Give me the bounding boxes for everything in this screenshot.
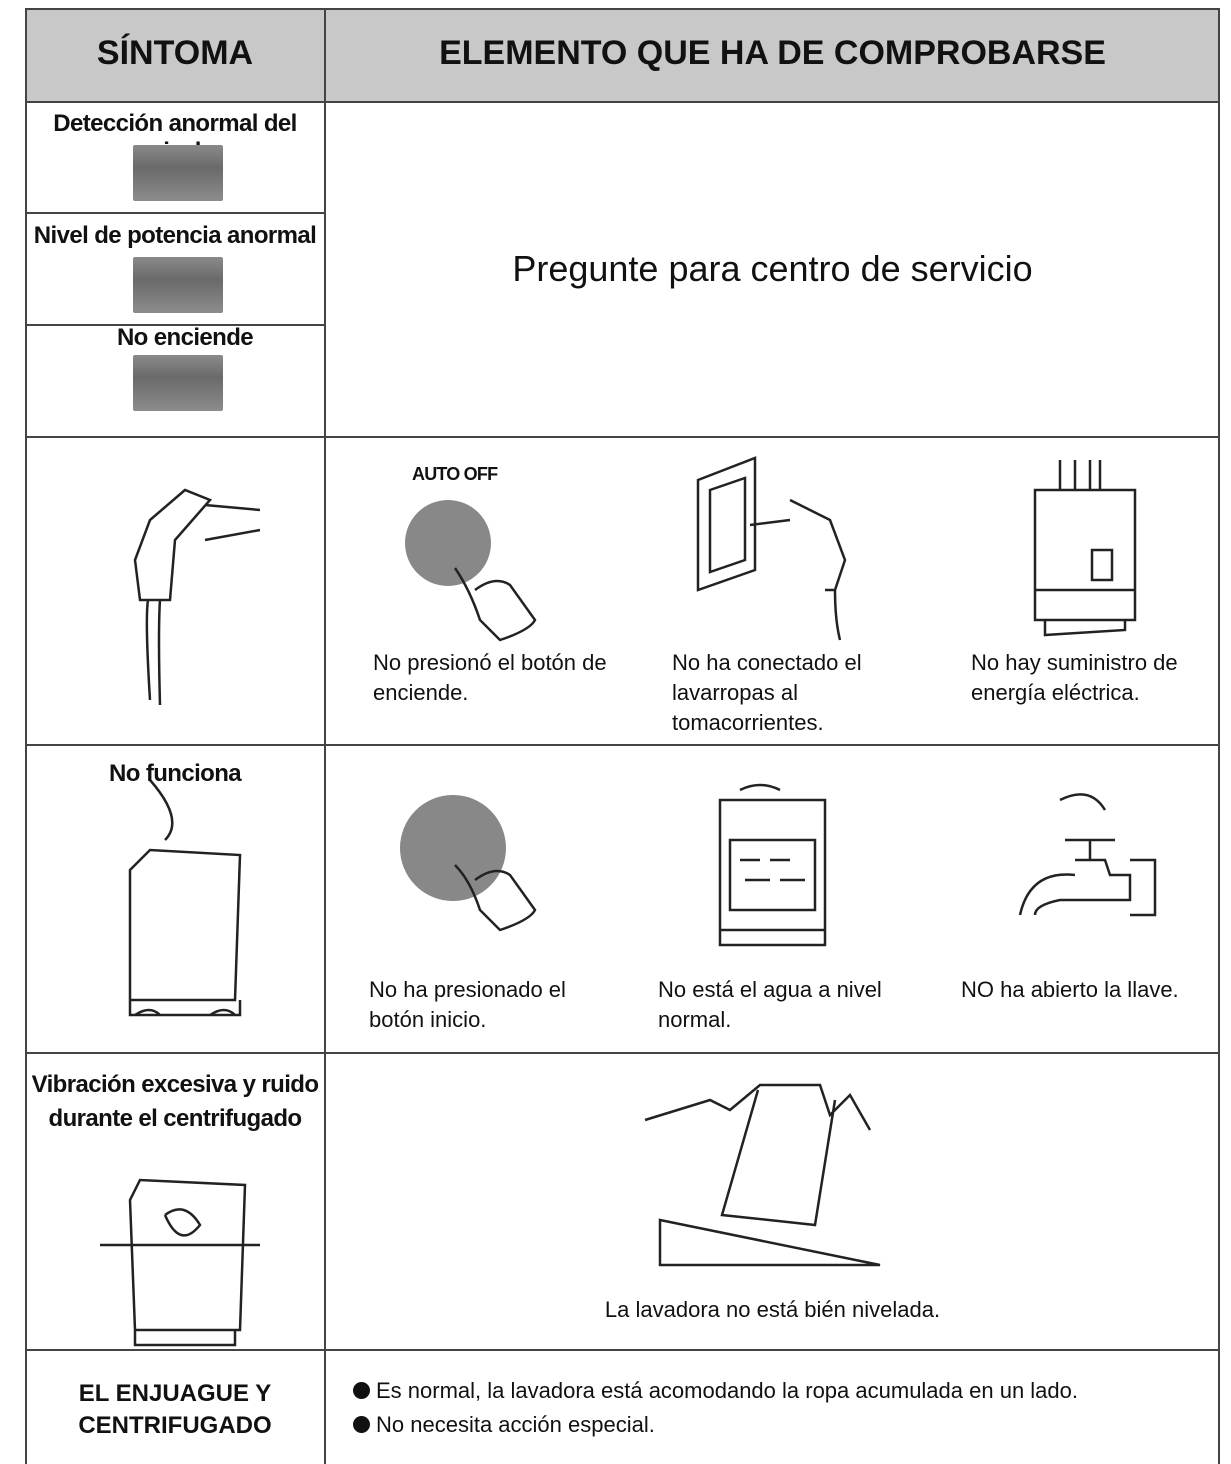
row-divider	[25, 324, 325, 326]
display-icon	[133, 355, 223, 411]
cause: No ha conectado el lavarropas al tomacor…	[672, 650, 862, 735]
header-band	[25, 8, 1220, 102]
row-divider	[25, 436, 1220, 438]
header-check: ELEMENTO QUE HA DE COMPROBARSE	[439, 34, 1106, 72]
cause: No presionó el botón de enciende.	[373, 650, 607, 705]
cause: La lavadora no está bién nivelada.	[604, 1297, 941, 1322]
cause: Es normal, la lavadora está acomodando l…	[376, 1378, 1079, 1403]
row-divider	[25, 101, 1220, 103]
row-divider	[25, 1052, 1220, 1054]
symptom: EL ENJUAGUE Y CENTRIFUGADO	[78, 1380, 272, 1439]
row-divider	[25, 212, 325, 214]
symptom: No funciona	[108, 760, 242, 787]
cause: NO ha abierto la llave.	[961, 977, 1179, 1002]
symptom: No enciende	[116, 324, 254, 351]
table-frame	[25, 8, 1220, 1464]
bullet	[353, 1382, 370, 1399]
row-divider	[25, 1349, 1220, 1351]
bullet-item: No necesita acción especial.	[353, 1410, 655, 1440]
header-symptom: SÍNTOMA	[96, 34, 254, 72]
row-divider	[25, 744, 1220, 746]
bullet	[353, 1416, 370, 1433]
bullet-item: Es normal, la lavadora está acomodando l…	[353, 1376, 1078, 1406]
cause: No necesita acción especial.	[376, 1412, 655, 1437]
symptom: Vibración excesiva y ruido durante el ce…	[31, 1071, 319, 1132]
check-text: Pregunte para centro de servicio	[512, 248, 1033, 289]
column-divider	[324, 8, 326, 1464]
button-label: AUTO OFF	[412, 464, 498, 484]
symptom: Nivel de potencia anormal	[33, 222, 317, 249]
cause: No está el agua a nivel normal.	[658, 977, 882, 1032]
display-icon	[133, 257, 223, 313]
cause: No ha presionado el botón inicio.	[369, 977, 566, 1032]
cause: No hay suministro de energía eléctrica.	[971, 650, 1178, 705]
display-icon	[133, 145, 223, 201]
